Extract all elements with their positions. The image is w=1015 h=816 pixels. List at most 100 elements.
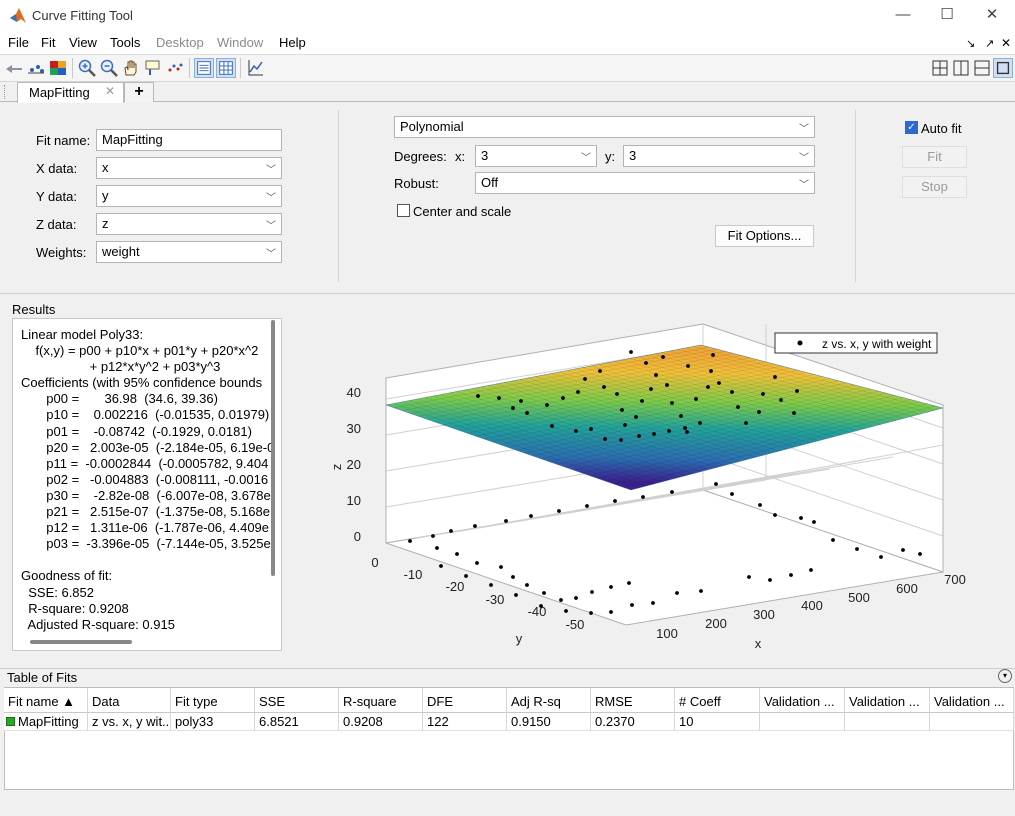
residuals-icon[interactable] [165,58,185,78]
menu-desktop[interactable]: Desktop [156,35,204,50]
table-cell[interactable]: 122 [423,713,507,731]
floor-point [879,555,883,559]
table-header-3[interactable]: SSE [255,688,339,713]
fit-type-dropdown[interactable]: Polynomial ﹀ [394,116,815,138]
table-cell[interactable]: z vs. x, y wit... [88,713,171,731]
table-cell[interactable] [930,713,1014,731]
table-header-0[interactable]: Fit name ▲ [4,688,88,713]
surface-plot[interactable]: 40 30 20 10 0 z 0 -10 -20 -30 -40 -50 y … [291,295,1015,661]
center-scale-checkbox[interactable] [397,204,410,217]
chevron-down-icon: ﹀ [266,221,276,232]
z-tick-0: 0 [354,529,361,544]
layout-quad-icon[interactable] [930,58,950,78]
data-point [654,373,658,377]
data-point [736,405,740,409]
fit-options-button[interactable]: Fit Options... [715,225,814,247]
results-text-box[interactable]: Linear model Poly33: f(x,y) = p00 + p10*… [12,318,282,651]
table-header-10[interactable]: Validation ... [845,688,930,713]
colormap-icon[interactable] [48,58,68,78]
surface-mesh [393,346,936,489]
axes-limits-icon[interactable] [245,58,265,78]
zoom-out-icon[interactable] [99,58,119,78]
add-tab-button[interactable]: + [124,82,154,102]
weights-label: Weights: [36,245,87,260]
data-points [476,350,799,442]
floor-point [613,499,617,503]
layout-vertical-icon[interactable] [951,58,971,78]
tab-close-icon[interactable]: ✕ [105,84,116,98]
y-data-dropdown[interactable]: y ﹀ [96,185,282,207]
degree-y-dropdown[interactable]: 3 ﹀ [623,145,815,167]
table-cell[interactable]: poly33 [171,713,255,731]
menu-help[interactable]: Help [279,35,306,50]
close-doc-icon[interactable]: ✕ [1001,36,1012,50]
minimize-button[interactable]: — [895,6,911,23]
data-tips-icon[interactable] [143,58,163,78]
fitted-surface [385,344,944,491]
collapse-table-icon[interactable]: ▾ [998,669,1012,683]
table-header-9[interactable]: Validation ... [760,688,845,713]
table-header-7[interactable]: RMSE [591,688,675,713]
x-data-dropdown[interactable]: x ﹀ [96,157,282,179]
table-cell[interactable]: 10 [675,713,760,731]
table-cell[interactable]: 0.9208 [339,713,423,731]
data-cursor-icon[interactable] [26,58,46,78]
degree-x-dropdown[interactable]: 3 ﹀ [475,145,597,167]
legend-icon[interactable] [194,58,214,78]
mesh-line [543,374,788,450]
tab-mapfitting[interactable] [17,82,124,103]
data-point [761,392,765,396]
plot-legend[interactable]: z vs. x, y with weight [774,332,938,354]
table-header-11[interactable]: Validation ... [930,688,1014,713]
robust-dropdown[interactable]: Off ﹀ [475,172,815,194]
fit-name-input[interactable]: MapFitting [96,129,282,151]
stop-button[interactable]: Stop [902,176,967,198]
layout-horizontal-icon[interactable] [972,58,992,78]
floor-point [539,604,543,608]
table-cell[interactable] [760,713,845,731]
undock-icon[interactable]: ↘ [966,38,976,50]
grid-icon[interactable] [216,58,236,78]
layout-single-icon[interactable] [993,58,1013,78]
maximize-button[interactable]: ☐ [940,6,954,23]
weights-dropdown[interactable]: weight ﹀ [96,241,282,263]
mesh-line [402,348,718,411]
mesh-line [448,392,694,474]
zoom-in-icon[interactable] [77,58,97,78]
results-vertical-scrollbar[interactable] [271,320,275,576]
mesh-line [409,400,655,485]
degree-y-label: y: [605,149,616,164]
mesh-line [559,371,803,446]
table-cell[interactable]: MapFitting [4,713,88,731]
table-header-1[interactable]: Data [88,688,171,713]
menu-view[interactable]: View [69,35,97,50]
menu-fit[interactable]: Fit [41,35,56,50]
z-tick-10: 10 [347,493,361,508]
table-cell[interactable]: 0.2370 [591,713,675,731]
dock-icon[interactable]: ↗ [985,38,995,50]
pan-icon[interactable] [121,58,141,78]
menu-file[interactable]: File [8,35,29,50]
table-header-8[interactable]: # Coeff [675,688,760,713]
mesh-line [622,359,866,429]
results-horizontal-scrollbar[interactable] [30,640,132,644]
data-point [511,406,515,410]
floor-point [449,529,453,533]
table-header-6[interactable]: Adj R-sq [507,688,591,713]
floor-point [901,548,905,552]
table-header-2[interactable]: Fit type [171,688,255,713]
menu-window[interactable]: Window [217,35,264,50]
menu-tools[interactable]: Tools [110,35,141,50]
fit-button[interactable]: Fit [902,146,967,168]
table-cell[interactable]: 0.9150 [507,713,591,731]
auto-fit-checkbox[interactable]: ✓ [905,121,918,134]
table-title-bar [0,668,1015,686]
table-cell[interactable] [845,713,930,731]
close-button[interactable]: ✕ [985,6,999,23]
exclude-icon[interactable] [4,58,24,78]
table-header-5[interactable]: DFE [423,688,507,713]
table-cell[interactable]: 6.8521 [255,713,339,731]
z-data-dropdown[interactable]: z ﹀ [96,213,282,235]
floor-point [504,519,508,523]
table-header-4[interactable]: R-square [339,688,423,713]
